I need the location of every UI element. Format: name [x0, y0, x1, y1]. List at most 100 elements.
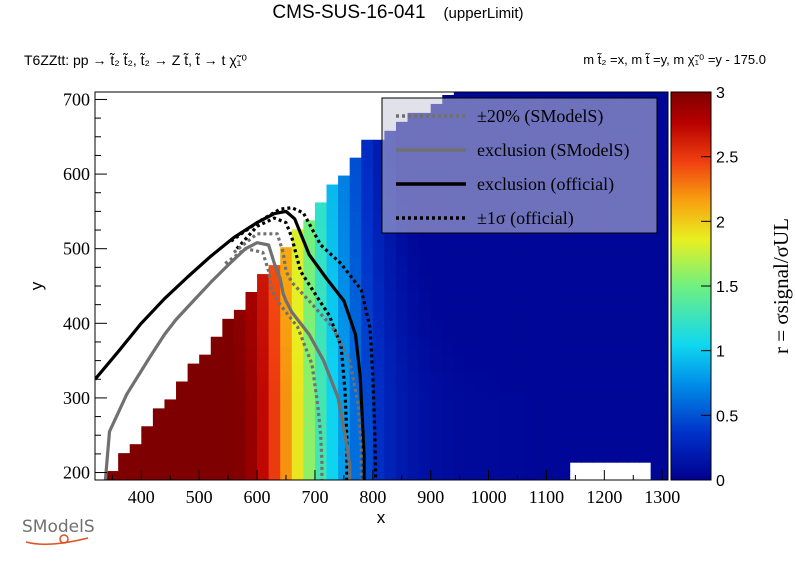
- heatmap-cell: [558, 390, 571, 401]
- heatmap-cell: [314, 238, 328, 248]
- heatmap-cell: [569, 318, 582, 329]
- heatmap-cell: [164, 408, 177, 418]
- heatmap-cell: [523, 247, 536, 257]
- heatmap-cell: [407, 318, 420, 329]
- heatmap-cell: [268, 327, 281, 338]
- heatmap-cell: [257, 417, 270, 427]
- heatmap-cell: [488, 471, 501, 480]
- heatmap-cell: [384, 345, 397, 356]
- x-tick-label: 1000: [471, 487, 507, 507]
- heatmap-cell: [314, 363, 328, 374]
- heatmap-cell: [291, 408, 304, 418]
- heatmap-cell: [361, 363, 374, 374]
- heatmap-cell: [581, 291, 594, 302]
- heatmap-cell: [372, 372, 385, 383]
- heatmap-cell: [395, 453, 409, 463]
- heatmap-cell: [303, 390, 316, 401]
- heatmap-cell: [639, 283, 652, 293]
- heatmap-cell: [164, 444, 177, 454]
- heatmap-cell: [615, 300, 629, 311]
- heatmap-cell: [152, 471, 166, 480]
- heatmap-cell: [395, 435, 409, 445]
- heatmap-cell: [430, 229, 443, 239]
- heatmap-cell: [488, 327, 501, 338]
- heatmap-cell: [268, 363, 281, 374]
- heatmap-cell: [465, 354, 478, 365]
- heatmap-cell: [407, 291, 420, 302]
- heatmap-cell: [465, 265, 478, 275]
- x-tick-label: 400: [128, 487, 155, 507]
- heatmap-cell: [199, 408, 212, 418]
- heatmap-cell: [639, 229, 652, 239]
- heatmap-cell: [662, 274, 668, 284]
- logo-text: SModelS: [22, 517, 95, 537]
- heatmap-cell: [534, 453, 548, 463]
- heatmap-cell: [349, 291, 362, 302]
- heatmap-cell: [222, 372, 235, 383]
- heatmap-cell: [569, 435, 582, 445]
- heatmap-cell: [627, 372, 640, 383]
- heatmap-cell: [257, 354, 270, 365]
- heatmap-cell: [349, 363, 362, 374]
- heatmap-cell: [222, 363, 235, 374]
- heatmap-cell: [407, 372, 420, 383]
- heatmap-cell: [407, 471, 420, 480]
- heatmap-cell: [407, 417, 420, 427]
- heatmap-cell: [257, 453, 270, 463]
- heatmap-cell: [627, 300, 640, 311]
- heatmap-cell: [152, 462, 166, 472]
- heatmap-cell: [569, 247, 582, 257]
- heatmap-cell: [662, 265, 668, 275]
- chart-subtitle: (upperLimit): [443, 5, 524, 22]
- heatmap-cell: [546, 309, 559, 320]
- heatmap-cell: [523, 265, 536, 275]
- heatmap-cell: [245, 381, 258, 392]
- heatmap-cell: [407, 283, 420, 293]
- heatmap-cell: [511, 363, 524, 374]
- heatmap-cell: [314, 274, 328, 284]
- heatmap-cell: [314, 372, 328, 383]
- heatmap-cell: [372, 336, 385, 347]
- heatmap-cell: [569, 229, 582, 239]
- heatmap-cell: [303, 435, 316, 445]
- heatmap-cell: [372, 274, 385, 284]
- heatmap-cell: [280, 363, 293, 374]
- heatmap-cell: [268, 283, 281, 293]
- contour-exclusion-smodels: [103, 241, 352, 480]
- heatmap-cell: [314, 399, 328, 409]
- heatmap-cell: [280, 399, 293, 409]
- heatmap-cell: [523, 92, 536, 96]
- heatmap-cell: [523, 345, 536, 356]
- heatmap-cell: [650, 318, 663, 329]
- heatmap-cell: [627, 229, 640, 239]
- heatmap-cell: [442, 265, 455, 275]
- heatmap-cell: [569, 309, 582, 320]
- heatmap-cell: [268, 453, 281, 463]
- heatmap-cell: [280, 435, 293, 445]
- heatmap-cell: [349, 309, 362, 320]
- heatmap-cell: [303, 345, 316, 356]
- heatmap-cell: [291, 300, 304, 311]
- heatmap-cell: [604, 327, 617, 338]
- heatmap-cell: [615, 354, 629, 365]
- heatmap-cell: [361, 220, 374, 230]
- heatmap-cell: [627, 363, 640, 374]
- heatmap-cell: [639, 327, 652, 338]
- heatmap-cell: [199, 435, 212, 445]
- heatmap-cell: [477, 462, 490, 472]
- heatmap-cell: [222, 318, 235, 329]
- heatmap-cell: [534, 274, 548, 284]
- heatmap-cell: [511, 229, 524, 239]
- heatmap-cell: [592, 336, 605, 347]
- heatmap-cell: [453, 408, 467, 418]
- heatmap-cell: [546, 265, 559, 275]
- heatmap-cell: [280, 417, 293, 427]
- heatmap-cell: [222, 444, 235, 454]
- heatmap-cell: [268, 462, 281, 472]
- heatmap-cell: [662, 157, 668, 168]
- heatmap-cell: [233, 462, 247, 472]
- heatmap-cell: [291, 345, 304, 356]
- heatmap-cell: [592, 238, 605, 248]
- heatmap-cell: [338, 363, 351, 374]
- heatmap-cell: [314, 202, 328, 212]
